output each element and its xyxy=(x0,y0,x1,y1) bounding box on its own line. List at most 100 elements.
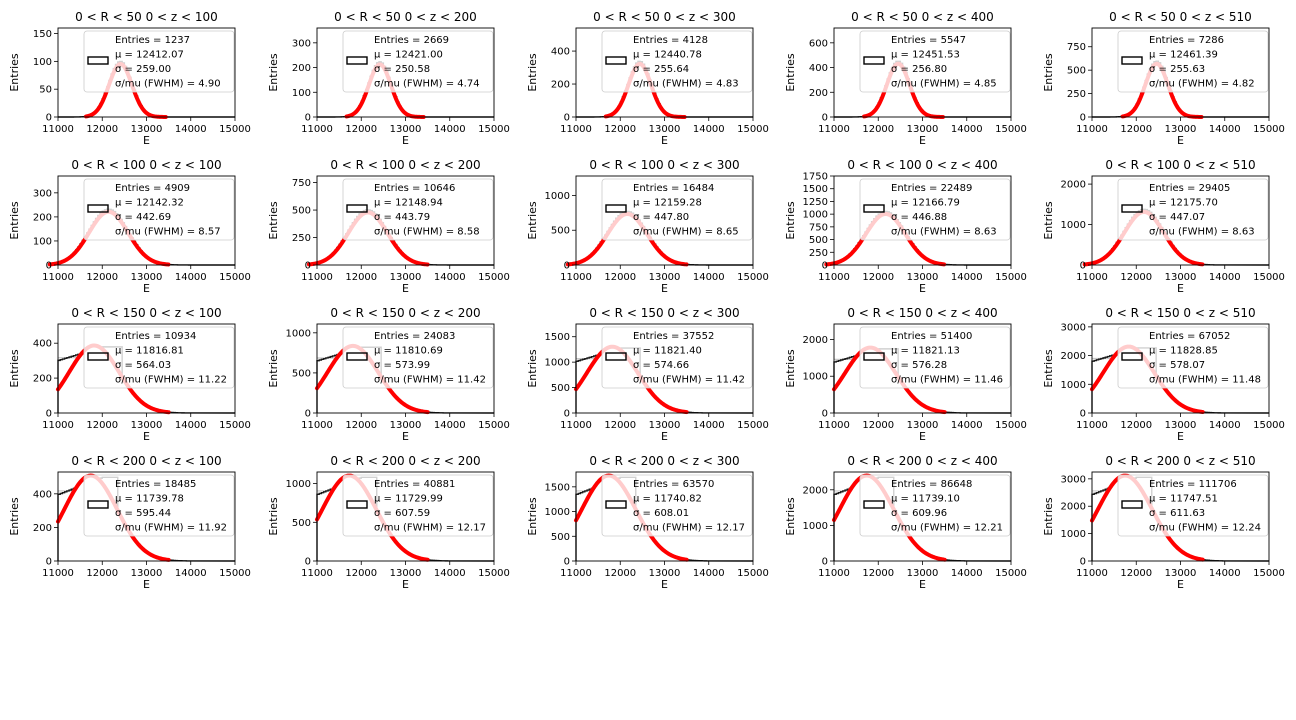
y-tick-label: 50 xyxy=(39,85,52,96)
legend-mean-label: μ = xyxy=(633,50,654,61)
legend-mean: μ = 12421.00 xyxy=(374,50,443,61)
legend-box xyxy=(342,178,494,241)
legend-sigma-label: σ = xyxy=(374,508,395,519)
legend-resolution: σ/mu (FWHM) = 12.17 xyxy=(633,523,745,534)
legend-mean: μ = 12159.28 xyxy=(633,198,702,209)
x-axis-label: E xyxy=(661,430,668,443)
legend-mean-value: 11821.40 xyxy=(654,346,702,357)
x-tick-label: 14000 xyxy=(951,124,983,135)
y-axis-label: Entries xyxy=(267,349,280,388)
x-tick-label: 14000 xyxy=(1209,124,1241,135)
legend-mean: μ = 11739.78 xyxy=(115,494,184,505)
legend-sigma-value: 611.63 xyxy=(1170,508,1205,519)
legend-sigma-label: σ = xyxy=(115,360,136,371)
legend-box xyxy=(83,474,235,537)
legend-mean: μ = 11739.10 xyxy=(891,494,960,505)
y-tick-label: 1000 xyxy=(803,210,828,221)
x-axis-label: E xyxy=(143,282,150,295)
legend-mean: μ = 11821.40 xyxy=(633,346,702,357)
legend-entries-label: Entries = xyxy=(1149,331,1199,342)
legend-sigma-value: 259.00 xyxy=(136,64,171,75)
legend-resolution-label: σ/mu (FWHM) = xyxy=(115,227,198,238)
x-tick-label: 12000 xyxy=(86,272,118,283)
y-tick-label: 300 xyxy=(292,38,311,49)
y-tick-label: 1500 xyxy=(545,482,570,493)
x-tick-label: 15000 xyxy=(995,420,1027,431)
legend-box xyxy=(83,178,235,241)
x-tick-label: 11000 xyxy=(301,124,333,135)
y-tick-label: 100 xyxy=(33,236,52,247)
x-tick-label: 13000 xyxy=(1165,272,1197,283)
legend-entries: Entries = 7286 xyxy=(1149,35,1224,46)
y-axis-label: Entries xyxy=(267,497,280,536)
legend-entries-value: 86648 xyxy=(941,479,973,490)
x-tick-label: 11000 xyxy=(1076,420,1108,431)
legend-mean: μ = 12148.94 xyxy=(374,198,443,209)
subplot-title: 0 < R < 150 0 < z < 300 xyxy=(589,306,739,320)
legend-mean-value: 11816.81 xyxy=(136,346,184,357)
subplot-title: 0 < R < 150 0 < z < 510 xyxy=(1105,306,1255,320)
y-tick-label: 2000 xyxy=(803,335,828,346)
y-tick-label: 0 xyxy=(822,261,828,272)
legend-entries-label: Entries = xyxy=(374,183,424,194)
legend-mean: μ = 11740.82 xyxy=(633,494,702,505)
x-tick-label: 11000 xyxy=(818,124,850,135)
legend-entries: Entries = 24083 xyxy=(374,331,455,342)
y-tick-label: 0 xyxy=(564,261,570,272)
legend-histogram-swatch xyxy=(346,204,368,213)
x-tick-label: 13000 xyxy=(131,124,163,135)
legend-mean: μ = 12142.32 xyxy=(115,198,184,209)
y-tick-label: 1000 xyxy=(1061,529,1086,540)
legend-resolution-value: 12.21 xyxy=(974,523,1003,534)
subplot-title: 0 < R < 200 0 < z < 400 xyxy=(847,454,997,468)
legend-mean-label: μ = xyxy=(891,198,912,209)
x-tick-label: 12000 xyxy=(1120,272,1152,283)
legend-entries-value: 63570 xyxy=(683,479,715,490)
x-axis-label: E xyxy=(919,134,926,147)
y-tick-label: 0 xyxy=(1080,113,1086,124)
subplot-title: 0 < R < 150 0 < z < 200 xyxy=(330,306,480,320)
legend-sigma-label: σ = xyxy=(115,212,136,223)
x-tick-label: 13000 xyxy=(390,272,422,283)
y-tick-label: 1000 xyxy=(286,328,311,339)
legend-mean: μ = 12451.53 xyxy=(891,50,960,61)
y-tick-label: 500 xyxy=(551,532,570,543)
legend-resolution-label: σ/mu (FWHM) = xyxy=(115,79,198,90)
legend-entries-value: 18485 xyxy=(165,479,197,490)
x-tick-label: 15000 xyxy=(478,124,510,135)
legend-mean-label: μ = xyxy=(1149,494,1170,505)
y-axis-label: Entries xyxy=(526,349,539,388)
legend-resolution-value: 4.90 xyxy=(198,79,220,90)
subplot-title: 0 < R < 200 0 < z < 100 xyxy=(71,454,221,468)
legend-entries-label: Entries = xyxy=(1149,35,1199,46)
legend-sigma-label: σ = xyxy=(891,360,912,371)
y-tick-label: 0 xyxy=(1080,261,1086,272)
legend-mean: μ = 11821.13 xyxy=(891,346,960,357)
x-tick-label: 12000 xyxy=(86,420,118,431)
y-tick-label: 600 xyxy=(809,38,828,49)
x-tick-label: 12000 xyxy=(345,272,377,283)
x-tick-label: 14000 xyxy=(175,420,207,431)
legend-sigma-label: σ = xyxy=(1149,212,1170,223)
legend-mean-label: μ = xyxy=(374,346,395,357)
x-tick-label: 12000 xyxy=(604,568,636,579)
legend-resolution: σ/mu (FWHM) = 8.58 xyxy=(374,227,480,238)
legend-box xyxy=(1117,30,1269,93)
legend-mean: μ = 11816.81 xyxy=(115,346,184,357)
subplot-3-3: 0 < R < 150 0 < z < 300 11000 12000 13000 14… xyxy=(526,306,769,443)
legend-sigma-value: 576.28 xyxy=(912,360,947,371)
y-tick-label: 1000 xyxy=(286,479,311,490)
legend-box xyxy=(342,474,494,537)
x-tick-label: 14000 xyxy=(951,420,983,431)
y-axis-label: Entries xyxy=(526,497,539,536)
legend-entries-value: 67052 xyxy=(1199,331,1231,342)
x-tick-label: 15000 xyxy=(219,272,251,283)
x-axis-label: E xyxy=(143,578,150,591)
legend-entries-value: 16484 xyxy=(683,183,715,194)
legend-box xyxy=(1117,474,1269,537)
y-tick-label: 0 xyxy=(305,261,311,272)
legend-entries-label: Entries = xyxy=(115,35,165,46)
y-tick-label: 500 xyxy=(551,226,570,237)
legend-mean-value: 12142.32 xyxy=(136,198,184,209)
legend-entries-label: Entries = xyxy=(633,479,683,490)
